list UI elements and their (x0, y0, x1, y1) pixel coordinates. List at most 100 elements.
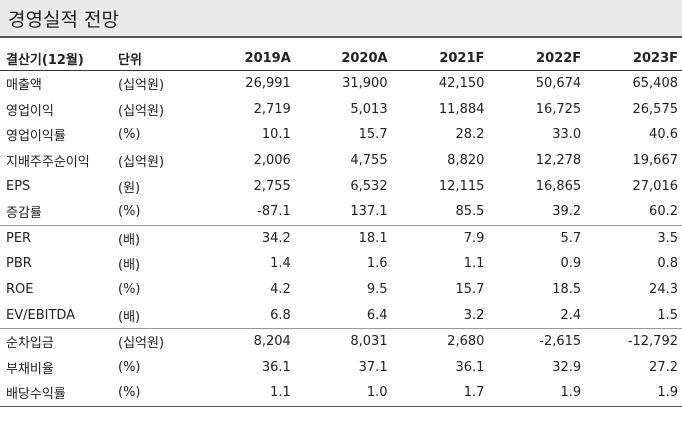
row-unit: (%) (118, 282, 141, 298)
row-label: 영업이익 (6, 103, 54, 119)
table-cell: 3.5 (585, 224, 682, 252)
table-cell: 2,006 (253, 153, 291, 169)
table-cell: 1.0 (294, 380, 392, 407)
table-row: PER (배) 34.2 18.1 7.9 5.7 3.5 (0, 224, 682, 252)
table-cell: 1.9 (488, 380, 586, 407)
row-unit: (십억원) (118, 155, 165, 171)
row-label: 매출액 (6, 78, 42, 94)
table-row: 부채비율 (%) 36.1 37.1 36.1 32.9 27.2 (0, 355, 682, 381)
table-cell: 3.2 (463, 307, 485, 323)
row-unit: (십억원) (118, 78, 165, 94)
header-year: 2020A (294, 46, 392, 71)
row-unit: (%) (118, 127, 141, 143)
table-cell: 5,013 (350, 101, 388, 117)
table-row: 영업이익 (십억원) 2,719 5,013 11,884 16,725 26,575 (0, 97, 682, 123)
header-year: 2022F (488, 46, 586, 71)
table-cell: 1.5 (657, 307, 678, 323)
header-fiscal-year: 결산기(12월) (0, 46, 118, 71)
table-row: PBR (배) 1.4 1.6 1.1 0.9 0.8 (0, 251, 682, 277)
table-cell: 9.5 (366, 282, 388, 298)
table-row: 영업이익률 (%) 10.1 15.7 28.2 33.0 40.6 (0, 122, 682, 148)
table-cell: 36.1 (261, 359, 291, 375)
table-cell: 4,755 (350, 153, 388, 169)
table-cell: 137.1 (350, 204, 388, 220)
table-cell: 42,150 (438, 76, 485, 92)
table-cell: 31,900 (342, 76, 388, 92)
table-cell: 1.6 (366, 256, 388, 272)
row-unit: (%) (118, 359, 141, 375)
table-cell: 1.1 (198, 380, 295, 407)
header-year: 2021F (391, 46, 489, 71)
table-cell: 60.2 (649, 204, 678, 220)
page-title: 경영실적 전망 (8, 9, 119, 31)
table-row: 지배주주순이익 (십억원) 2,006 4,755 8,820 12,278 19,667 (0, 148, 682, 174)
table-cell: 0.8 (657, 256, 678, 272)
table-cell: 37.1 (358, 359, 388, 375)
table-cell: 6.4 (366, 307, 388, 323)
table-row: EPS (원) 2,755 6,532 12,115 16,865 27,016 (0, 173, 682, 199)
table-cell: 8,204 (198, 327, 295, 355)
table-row: 증감률 (%) -87.1 137.1 85.5 39.2 60.2 (0, 199, 682, 225)
row-unit: (%) (118, 380, 198, 407)
table-row: EV/EBITDA (배) 6.8 6.4 3.2 2.4 1.5 (0, 302, 682, 328)
row-label: ROE (6, 282, 34, 298)
table-cell: 19,667 (632, 153, 679, 169)
table-cell: 8,031 (294, 327, 392, 355)
table-row: 순차입금 (십억원) 8,204 8,031 2,680 -2,615 -12,792 (0, 327, 682, 355)
row-label: 부채비율 (6, 361, 54, 377)
table-cell: 2,755 (253, 178, 291, 194)
row-unit: (배) (118, 224, 198, 252)
table-cell: -87.1 (257, 204, 291, 220)
table-cell: 34.2 (198, 224, 295, 252)
table-cell: 12,278 (535, 153, 582, 169)
row-label: 배당수익률 (0, 380, 118, 407)
header-year: 2023F (585, 46, 682, 71)
table-cell: 2,719 (253, 101, 291, 117)
table-cell: 40.6 (649, 127, 678, 143)
row-unit: (십억원) (118, 327, 198, 355)
table-cell: 2,680 (391, 327, 489, 355)
table-cell: 27,016 (632, 178, 679, 194)
table-row: 배당수익률 (%) 1.1 1.0 1.7 1.9 1.9 (0, 380, 682, 407)
table-cell: 0.9 (560, 256, 582, 272)
header-year: 2019A (198, 46, 295, 71)
table-header-row: 결산기(12월) 단위 2019A 2020A 2021F 2022F 2023… (0, 46, 682, 71)
table-cell: 33.0 (552, 127, 582, 143)
title-bar: 경영실적 전망 (0, 0, 682, 38)
table-cell: 16,865 (535, 178, 582, 194)
row-unit: (배) (118, 309, 141, 325)
table-cell: 32.9 (552, 359, 582, 375)
row-unit: (십억원) (118, 103, 165, 119)
table-cell: 26,575 (632, 101, 679, 117)
table-cell: 1.9 (585, 380, 682, 407)
row-label: PER (0, 224, 118, 252)
table-row: ROE (%) 4.2 9.5 15.7 18.5 24.3 (0, 277, 682, 303)
table-cell: 18.1 (294, 224, 392, 252)
table-cell: 50,674 (535, 76, 582, 92)
table-cell: 85.5 (455, 204, 485, 220)
row-unit: (원) (118, 180, 141, 196)
row-label: PBR (6, 256, 32, 272)
table-cell: 6,532 (350, 178, 388, 194)
table-cell: 1.7 (391, 380, 489, 407)
table-cell: 2.4 (560, 307, 582, 323)
table-cell: 65,408 (632, 76, 679, 92)
table-cell: 18.5 (552, 282, 582, 298)
table-cell: 15.7 (455, 282, 485, 298)
table-cell: -12,792 (585, 327, 682, 355)
table-cell: 24.3 (649, 282, 678, 298)
row-label: EV/EBITDA (6, 307, 76, 323)
table-cell: 10.1 (261, 127, 291, 143)
table-cell: -2,615 (488, 327, 586, 355)
table-cell: 26,991 (245, 76, 291, 92)
table-cell: 6.8 (270, 307, 291, 323)
table-cell: 39.2 (552, 204, 582, 220)
table-cell: 12,115 (438, 178, 485, 194)
row-unit: (%) (118, 204, 141, 220)
table-cell: 36.1 (455, 359, 485, 375)
table-cell: 1.1 (463, 256, 485, 272)
table-row: 매출액 (십억원) 26,991 31,900 42,150 50,674 65,408 (0, 71, 682, 97)
table-cell: 4.2 (270, 282, 291, 298)
table-cell: 16,725 (535, 101, 582, 117)
table-cell: 27.2 (649, 359, 678, 375)
